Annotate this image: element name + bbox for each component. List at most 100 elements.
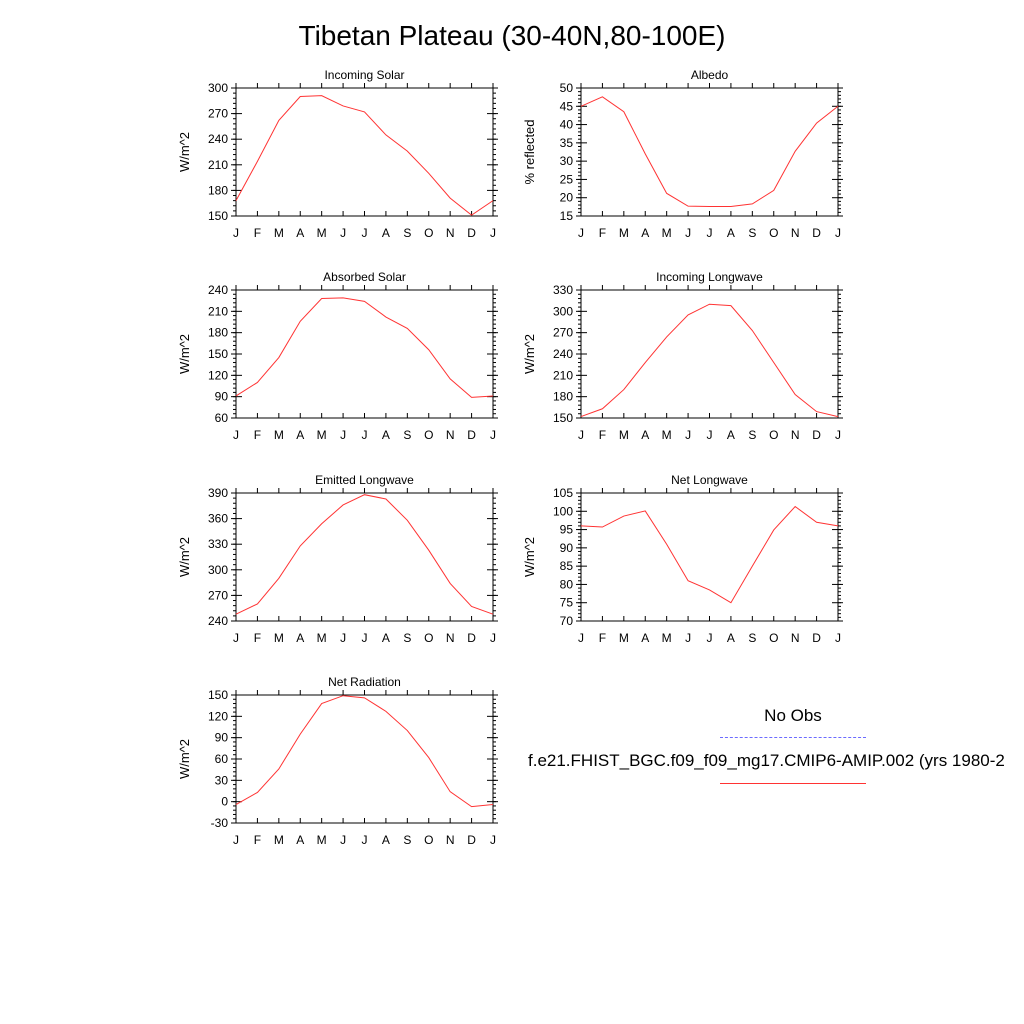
y-axis-label: W/m^2 (522, 334, 537, 374)
panel-title: Incoming Solar (324, 68, 404, 82)
x-tick-label: O (769, 631, 778, 645)
x-tick-label: J (490, 631, 496, 645)
y-tick-label: 25 (560, 172, 574, 186)
x-tick-label: J (685, 428, 691, 442)
x-tick-label: J (340, 833, 346, 847)
x-tick-label: J (835, 428, 841, 442)
x-tick-label: D (467, 631, 476, 645)
y-tick-label: 45 (560, 99, 574, 113)
x-tick-label: J (490, 833, 496, 847)
x-tick-label: J (835, 226, 841, 240)
x-tick-label: J (685, 226, 691, 240)
x-tick-label: D (467, 428, 476, 442)
x-tick-label: J (707, 631, 713, 645)
x-tick-label: N (446, 833, 455, 847)
x-tick-label: S (748, 631, 756, 645)
y-tick-label: 30 (560, 154, 574, 168)
x-tick-label: M (317, 631, 327, 645)
x-tick-label: S (403, 226, 411, 240)
y-tick-label: 240 (208, 132, 228, 146)
y-tick-label: 70 (560, 614, 574, 628)
panel-3: J F M A M J J A S O N D J150180210240270300330W/m^2I… (522, 270, 843, 442)
series-line (235, 494, 494, 615)
x-tick-label: A (296, 226, 304, 240)
y-tick-label: 20 (560, 191, 574, 205)
x-tick-label: S (403, 631, 411, 645)
x-tick-label: M (619, 631, 629, 645)
x-tick-label: A (727, 428, 735, 442)
y-tick-label: 40 (560, 118, 574, 132)
x-tick-label: A (296, 833, 304, 847)
x-tick-label: N (791, 631, 800, 645)
x-tick-label: J (362, 631, 368, 645)
x-tick-label: A (727, 226, 735, 240)
x-tick-label: A (296, 428, 304, 442)
x-tick-label: F (599, 428, 606, 442)
y-tick-label: 180 (553, 390, 573, 404)
y-axis-label: W/m^2 (177, 334, 192, 374)
panel-4: J F M A M J J A S O N D J240270300330360390W/m^2Emit… (177, 473, 498, 645)
x-tick-label: A (296, 631, 304, 645)
x-tick-label: N (791, 226, 800, 240)
y-axis-label: W/m^2 (177, 537, 192, 577)
x-tick-label: J (490, 428, 496, 442)
y-tick-label: 0 (221, 795, 228, 809)
x-tick-label: A (382, 428, 390, 442)
x-tick-label: F (254, 631, 261, 645)
panel-title: Absorbed Solar (323, 270, 406, 284)
legend-obs-label: No Obs (764, 706, 822, 725)
y-tick-label: 300 (208, 81, 228, 95)
legend-obs-line (720, 737, 866, 738)
series-line (235, 695, 494, 808)
y-tick-label: 270 (208, 107, 228, 121)
x-tick-label: J (578, 631, 584, 645)
y-tick-label: 95 (560, 523, 574, 537)
y-tick-label: 150 (208, 688, 228, 702)
x-tick-label: J (707, 226, 713, 240)
x-tick-label: F (599, 631, 606, 645)
x-tick-label: J (362, 428, 368, 442)
x-tick-label: S (403, 833, 411, 847)
y-tick-label: 270 (553, 326, 573, 340)
series-line (235, 297, 494, 398)
x-tick-label: M (662, 226, 672, 240)
series-line (580, 303, 839, 418)
x-tick-label: O (424, 631, 433, 645)
y-tick-label: 240 (553, 347, 573, 361)
y-tick-label: 90 (215, 731, 229, 745)
x-tick-label: S (403, 428, 411, 442)
x-tick-label: A (641, 631, 649, 645)
x-tick-label: M (662, 428, 672, 442)
x-tick-label: N (446, 428, 455, 442)
x-tick-label: M (619, 428, 629, 442)
x-tick-label: D (467, 226, 476, 240)
y-tick-label: 240 (208, 283, 228, 297)
y-tick-label: 210 (208, 304, 228, 318)
x-tick-label: M (274, 428, 284, 442)
y-tick-label: 180 (208, 183, 228, 197)
y-tick-label: 50 (560, 81, 574, 95)
panel-title: Albedo (691, 68, 729, 82)
x-tick-label: D (812, 428, 821, 442)
x-tick-label: M (274, 833, 284, 847)
x-tick-label: O (769, 428, 778, 442)
x-tick-label: J (362, 833, 368, 847)
y-tick-label: 105 (553, 486, 573, 500)
x-tick-label: J (233, 833, 239, 847)
x-tick-label: J (340, 428, 346, 442)
x-tick-label: S (748, 226, 756, 240)
x-tick-label: F (599, 226, 606, 240)
y-tick-label: 210 (553, 368, 573, 382)
legend-model-label: f.e21.FHIST_BGC.f09_f09_mg17.CMIP6-AMIP.… (528, 751, 1005, 770)
x-tick-label: F (254, 833, 261, 847)
x-tick-label: M (317, 833, 327, 847)
y-tick-label: 75 (560, 596, 574, 610)
x-tick-label: J (578, 428, 584, 442)
y-tick-label: 85 (560, 559, 574, 573)
x-tick-label: O (424, 833, 433, 847)
y-tick-label: 30 (215, 773, 229, 787)
y-tick-label: 270 (208, 588, 228, 602)
